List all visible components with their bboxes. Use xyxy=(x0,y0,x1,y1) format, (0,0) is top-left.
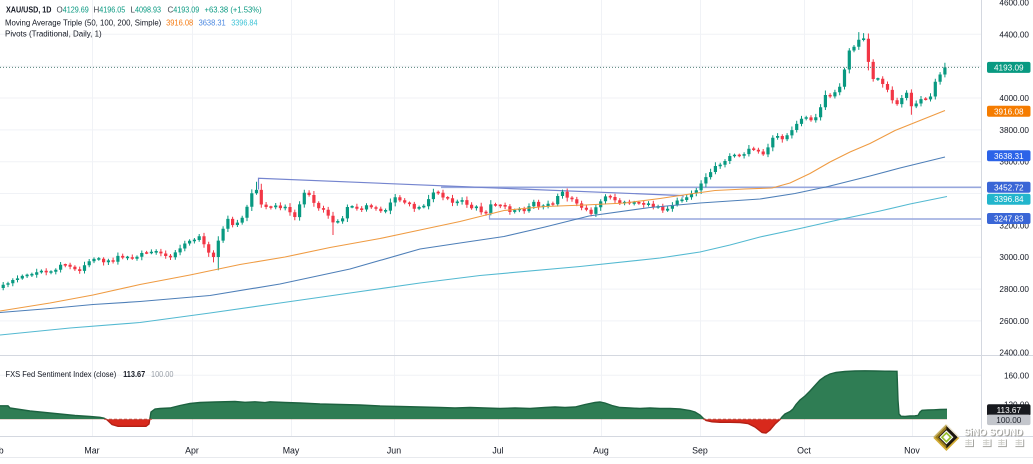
svg-text:Oct: Oct xyxy=(797,446,811,456)
svg-text:3200.00: 3200.00 xyxy=(999,221,1029,230)
svg-text:100.00: 100.00 xyxy=(996,416,1021,425)
svg-text:FXS Fed Sentiment Index (close: FXS Fed Sentiment Index (close) 113.67 100… xyxy=(6,370,174,379)
svg-text:160.00: 160.00 xyxy=(1004,371,1029,380)
svg-text:4400.00: 4400.00 xyxy=(999,30,1029,39)
svg-text:4600.00: 4600.00 xyxy=(999,0,1029,8)
svg-text:3638.31: 3638.31 xyxy=(994,152,1024,161)
svg-text:4193.09: 4193.09 xyxy=(994,63,1024,72)
svg-text:Feb: Feb xyxy=(0,446,4,456)
svg-text:3916.08: 3916.08 xyxy=(994,107,1024,116)
svg-text:2600.00: 2600.00 xyxy=(999,317,1029,326)
svg-text:3452.72: 3452.72 xyxy=(994,183,1024,192)
svg-text:Jul: Jul xyxy=(492,446,503,456)
svg-text:3800.00: 3800.00 xyxy=(999,126,1029,135)
svg-text:SiNO SOUND: SiNO SOUND xyxy=(965,429,1024,440)
svg-text:Pivots (Traditional, Daily, 1): Pivots (Traditional, Daily, 1) xyxy=(5,30,102,39)
svg-text:SiNO SOUND: SiNO SOUND xyxy=(964,428,1023,439)
svg-text:Aug: Aug xyxy=(593,446,609,456)
svg-text:Mar: Mar xyxy=(84,446,99,456)
svg-text:Apr: Apr xyxy=(185,446,199,456)
svg-text:2800.00: 2800.00 xyxy=(999,285,1029,294)
svg-text:3600.00: 3600.00 xyxy=(999,158,1029,167)
svg-text:4000.00: 4000.00 xyxy=(999,94,1029,103)
svg-text:3396.84: 3396.84 xyxy=(994,195,1024,204)
svg-text:Sep: Sep xyxy=(692,446,708,456)
svg-text:May: May xyxy=(283,446,300,456)
svg-text:3247.83: 3247.83 xyxy=(994,215,1024,224)
svg-text:SiNO SOUND: SiNO SOUND xyxy=(964,427,1023,438)
svg-text:2400.00: 2400.00 xyxy=(999,349,1029,358)
svg-text:Moving Average Triple (50, 100: Moving Average Triple (50, 100, 200, Sim… xyxy=(5,18,258,27)
svg-text:113.67: 113.67 xyxy=(997,406,1022,415)
svg-text:Nov: Nov xyxy=(904,446,920,456)
svg-text:Jun: Jun xyxy=(387,446,401,456)
svg-text:3000.00: 3000.00 xyxy=(999,253,1029,262)
